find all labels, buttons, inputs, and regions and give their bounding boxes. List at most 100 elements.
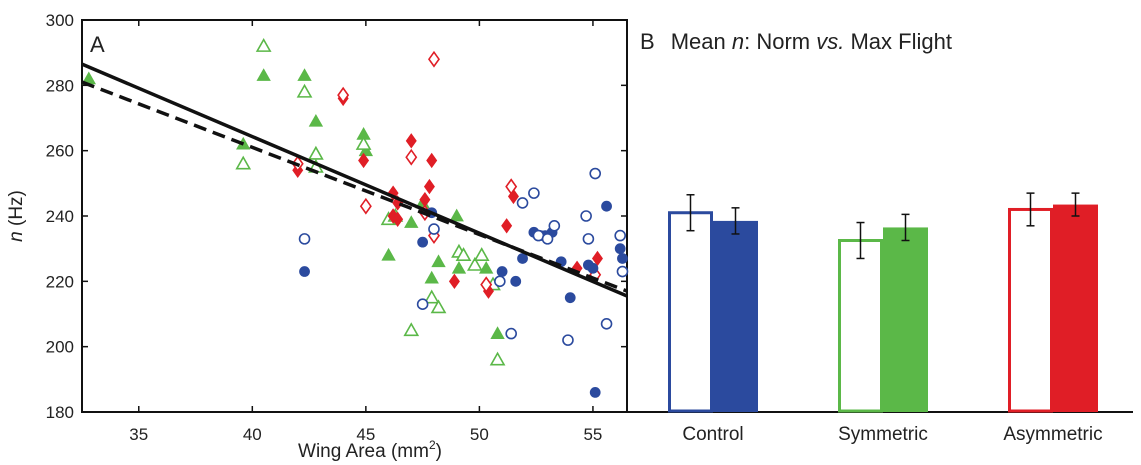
control-max-point xyxy=(587,262,599,274)
control-norm-point xyxy=(428,223,440,235)
symmetric-max-point xyxy=(297,68,312,81)
symmetric-norm-point xyxy=(308,145,324,160)
y-axis-label: n (Hz) xyxy=(6,190,27,242)
control-max-point xyxy=(417,236,429,248)
y-tick-label: 180 xyxy=(46,403,74,422)
symmetric-max-point xyxy=(449,208,464,222)
asymmetric-norm-bar xyxy=(1008,207,1053,413)
x-axis-label: Wing Area (mm2) xyxy=(298,438,442,462)
y-tick-label: 260 xyxy=(46,142,74,161)
y-tick-label: 220 xyxy=(46,272,74,291)
panel-b-bars xyxy=(668,192,1098,413)
panel-a-x-axis: 35 40 45 50 55 xyxy=(129,20,602,444)
symmetric-norm-point xyxy=(403,322,420,337)
fit-line-dashed xyxy=(81,80,628,293)
category-label: Asymmetric xyxy=(1003,424,1102,445)
control-norm-point xyxy=(562,334,574,346)
control-max-bar xyxy=(713,220,758,412)
x-tick-label: 45 xyxy=(356,425,375,444)
control-norm-point xyxy=(528,187,540,199)
symmetric-max-point xyxy=(308,113,324,127)
control-max-point xyxy=(601,200,612,212)
y-tick-label: 200 xyxy=(46,338,74,357)
asymmetric-max-point xyxy=(358,152,370,169)
symmetric-max-bar xyxy=(883,227,928,412)
symmetric-max-point xyxy=(256,68,271,81)
control-norm-point xyxy=(298,233,311,245)
asymmetric-norm-point xyxy=(405,148,418,166)
symmetric-norm-point xyxy=(235,155,252,170)
x-tick-label: 50 xyxy=(470,425,489,444)
symmetric-max-point xyxy=(424,270,439,284)
symmetric-norm-point xyxy=(355,136,372,150)
control-max-point xyxy=(299,266,310,277)
control-max-point xyxy=(564,292,576,304)
symmetric-max-point xyxy=(479,260,494,274)
asymmetric-max-point xyxy=(426,152,438,169)
control-norm-point xyxy=(494,275,506,288)
panel-b: Control Symmetric Asymmetric B Mean n: Norm… xyxy=(627,29,1133,445)
control-norm-point xyxy=(548,220,561,232)
panel-b-categories: Control Symmetric Asymmetric xyxy=(682,424,1102,445)
control-norm-point xyxy=(582,233,595,245)
asymmetric-max-point xyxy=(448,273,460,290)
asymmetric-norm-point xyxy=(480,276,493,293)
asymmetric-max-point xyxy=(405,133,417,149)
panel-a: 180 200 220 240 260 280 300 35 40 45 50 55 A Wing … xyxy=(6,11,629,462)
asymmetric-norm-point xyxy=(337,86,350,104)
control-norm-point xyxy=(616,265,629,278)
control-norm-point xyxy=(580,210,592,222)
y-tick-label: 300 xyxy=(46,11,74,30)
y-tick-label: 240 xyxy=(46,207,74,226)
asymmetric-norm-point xyxy=(427,50,440,68)
x-tick-label: 40 xyxy=(243,425,262,444)
symmetric-norm-point xyxy=(296,83,313,98)
panel-a-frame xyxy=(81,19,628,413)
asymmetric-norm-point xyxy=(505,178,518,195)
asymmetric-norm-point xyxy=(359,197,372,215)
symmetric-max-point xyxy=(404,215,419,228)
control-max-point xyxy=(496,266,508,277)
asymmetric-max-point xyxy=(501,218,513,234)
control-max-point xyxy=(614,243,626,255)
symmetric-norm-point xyxy=(455,247,472,261)
symmetric-norm-point xyxy=(255,38,272,52)
panel-a-y-axis: 180 200 220 240 260 280 300 xyxy=(46,11,627,422)
panel-a-points xyxy=(81,38,629,398)
symmetric-norm-point xyxy=(473,247,490,261)
x-tick-label: 35 xyxy=(129,425,148,444)
control-norm-point xyxy=(416,298,429,311)
control-max-point xyxy=(510,275,522,287)
control-max-point xyxy=(589,386,601,398)
panel-a-fit-lines xyxy=(81,62,628,298)
asymmetric-max-bar xyxy=(1053,204,1098,412)
control-norm-point xyxy=(589,167,602,180)
symmetric-max-point xyxy=(431,254,446,268)
control-norm-point xyxy=(505,327,517,340)
symmetric-norm-point xyxy=(423,289,440,304)
asymmetric-max-point xyxy=(392,211,404,227)
panel-a-label: A xyxy=(90,32,105,57)
control-norm-point xyxy=(516,197,529,209)
panel-b-title: B Mean n: Norm vs. Max Flight xyxy=(640,29,952,54)
y-tick-label: 280 xyxy=(46,76,74,95)
control-norm-bar xyxy=(668,211,713,413)
symmetric-norm-bar xyxy=(838,239,883,413)
asymmetric-max-point xyxy=(423,178,435,195)
control-norm-point xyxy=(600,317,613,330)
fit-line-solid xyxy=(81,62,628,298)
symmetric-max-point xyxy=(381,247,396,261)
symmetric-norm-point xyxy=(466,256,483,271)
control-max-point xyxy=(617,253,628,264)
symmetric-norm-point xyxy=(430,299,447,314)
symmetric-max-point xyxy=(490,326,505,339)
asymmetric-max-point xyxy=(507,188,519,205)
symmetric-max-point xyxy=(451,260,467,274)
symmetric-norm-point xyxy=(489,351,506,366)
control-norm-point xyxy=(614,229,626,242)
category-label: Control xyxy=(682,424,743,445)
x-tick-label: 55 xyxy=(583,425,602,444)
category-label: Symmetric xyxy=(838,424,928,445)
control-norm-point xyxy=(541,233,554,245)
